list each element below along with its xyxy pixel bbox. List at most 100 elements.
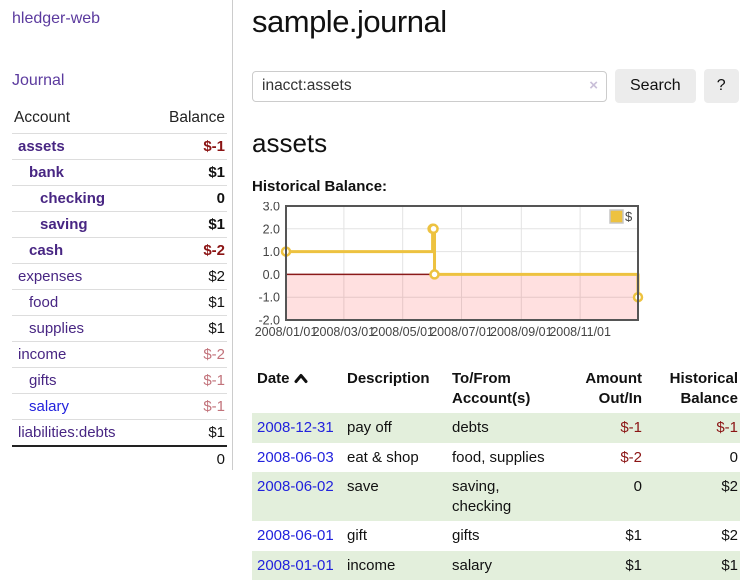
column-header-date[interactable]: Date [252,366,347,413]
account-link[interactable]: supplies [29,320,85,337]
page-title: sample.journal [252,4,447,39]
transaction-balance: $-1 [644,413,740,443]
account-link[interactable]: assets [18,138,65,155]
account-balance: $-2 [149,341,227,368]
transaction-accounts: debts [452,413,564,443]
account-balance: $1 [149,211,227,238]
svg-text:-2.0: -2.0 [258,314,280,328]
accounts-table: Account Balance assets $-1 bank $1 check… [12,106,227,472]
brand-link[interactable]: hledger-web [12,10,101,27]
accounts-header-account: Account [14,109,71,126]
transaction-balance: 0 [729,448,738,466]
account-balance: $2 [149,263,227,290]
clear-search-icon[interactable]: × [589,76,598,94]
help-button[interactable]: ? [703,69,739,103]
svg-text:2008/11/01: 2008/11/01 [549,325,611,339]
transaction-row: 2008-06-03 eat & shop food, supplies $-2… [252,443,740,473]
account-link[interactable]: liabilities:debts [18,424,116,441]
svg-text:-1.0: -1.0 [258,291,280,305]
account-balance: $-1 [149,133,227,160]
search-input[interactable] [252,70,607,102]
transaction-description: pay off [347,413,452,443]
transaction-amount: $-2 [620,448,642,466]
account-link[interactable]: food [29,294,59,311]
transaction-accounts: salary [452,550,564,580]
register-header-row: Date Description To/From Account(s) Amou… [252,366,740,413]
account-balance: $1 [149,419,227,446]
transaction-amount: $1 [564,550,644,580]
transaction-date-link[interactable]: 2008-06-01 [257,527,334,544]
account-balance: $-2 [149,237,227,264]
svg-text:2008/07/01: 2008/07/01 [430,325,493,339]
account-row: saving $1 [12,211,227,238]
account-link[interactable]: expenses [18,268,83,285]
account-link[interactable]: checking [40,190,106,207]
accounts-total-row: 0 [12,445,227,472]
account-link[interactable]: salary [29,398,70,415]
account-balance: 0 [149,185,227,212]
transaction-date-link[interactable]: 2008-01-01 [257,556,334,574]
transaction-amount: $1 [625,527,642,544]
transaction-row: 2008-06-02 save saving, checking 0 $2 [252,472,740,521]
svg-text:3.0: 3.0 [263,202,280,214]
transaction-date-link[interactable]: 2008-12-31 [257,419,334,436]
transaction-balance: $2 [721,527,738,544]
account-row: food $1 [12,289,227,316]
account-link[interactable]: saving [40,216,88,233]
transaction-row: 2008-12-31 pay off debts $-1 $-1 [252,413,740,443]
account-link[interactable]: bank [29,164,65,181]
search-button[interactable]: Search [615,69,696,103]
chart-title: Historical Balance: [252,178,388,195]
transaction-balance: $2 [644,472,740,521]
account-row: cash $-2 [12,237,227,264]
account-row: gifts $-1 [12,367,227,394]
account-row: salary $-1 [12,393,227,420]
transaction-accounts: gifts [452,527,480,544]
account-link[interactable]: gifts [29,372,57,389]
column-header-accounts: To/From Account(s) [452,370,531,407]
svg-text:2008/09/01: 2008/09/01 [490,325,553,339]
transaction-row: 2008-01-01 income salary $1 $1 [252,550,740,580]
transaction-accounts: food, supplies [452,448,545,466]
svg-text:2008/01/01: 2008/01/01 [255,325,318,339]
account-link[interactable]: income [18,346,67,363]
account-balance: $1 [149,159,227,186]
svg-text:0.0: 0.0 [263,268,280,282]
account-balance: $-1 [149,393,227,420]
sidebar: hledger-web Journal Account Balance asse… [0,0,233,472]
transaction-amount: 0 [564,472,644,521]
search-form: × Search ? [252,69,740,103]
account-balance: $1 [149,289,227,316]
account-row: bank $1 [12,159,227,186]
column-header-description: Description [347,370,430,387]
transaction-description: income [347,550,452,580]
transaction-amount: $-1 [564,413,644,443]
svg-text:2.0: 2.0 [263,222,280,236]
svg-text:2008/03/01: 2008/03/01 [313,325,376,339]
account-link[interactable]: cash [29,242,64,259]
main-content: sample.journal × Search ? assets Histori… [246,0,742,580]
account-row: checking 0 [12,185,227,212]
sidebar-item-journal[interactable]: Journal [12,72,65,89]
column-header-amount: Amount Out/In [585,370,642,407]
register-table: Date Description To/From Account(s) Amou… [252,366,740,580]
transaction-date-link[interactable]: 2008-06-02 [257,478,334,495]
account-row: expenses $2 [12,263,227,290]
account-row: income $-2 [12,341,227,368]
accounts-header-balance: Balance [168,109,225,126]
account-row: supplies $1 [12,315,227,342]
account-row: liabilities:debts $1 [12,419,227,446]
account-heading: assets [252,128,328,158]
svg-text:$: $ [625,209,633,224]
sidebar-accounts-body: assets $-1 bank $1 checking 0 saving $1 … [12,133,227,446]
sort-ascending-icon [294,374,308,383]
register-body: 2008-12-31 pay off debts $-1 $-1 2008-06… [252,413,740,580]
account-row: assets $-1 [12,133,227,160]
transaction-row: 2008-06-01 gift gifts $1 $2 [252,521,740,551]
account-balance: $-1 [149,367,227,394]
transaction-date-link[interactable]: 2008-06-03 [257,448,334,466]
transaction-description: eat & shop [347,448,419,466]
column-header-balance: Historical Balance [669,370,738,407]
accounts-total-value: 0 [149,445,227,472]
transaction-description: gift [347,527,368,544]
